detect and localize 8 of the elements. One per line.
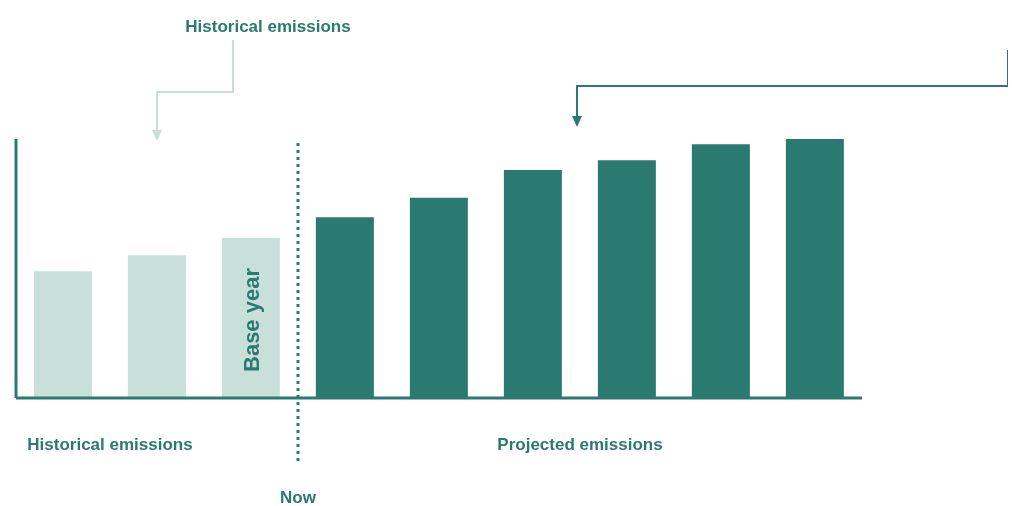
- bar: [127, 255, 186, 398]
- text: Now: [280, 488, 317, 506]
- text: Projected emissions: [497, 435, 663, 454]
- bar: [221, 237, 280, 398]
- text: Historical emissions: [27, 435, 193, 454]
- annotation: Base year: [239, 267, 264, 372]
- text: Historical emissions: [185, 17, 351, 36]
- bar: [33, 271, 92, 398]
